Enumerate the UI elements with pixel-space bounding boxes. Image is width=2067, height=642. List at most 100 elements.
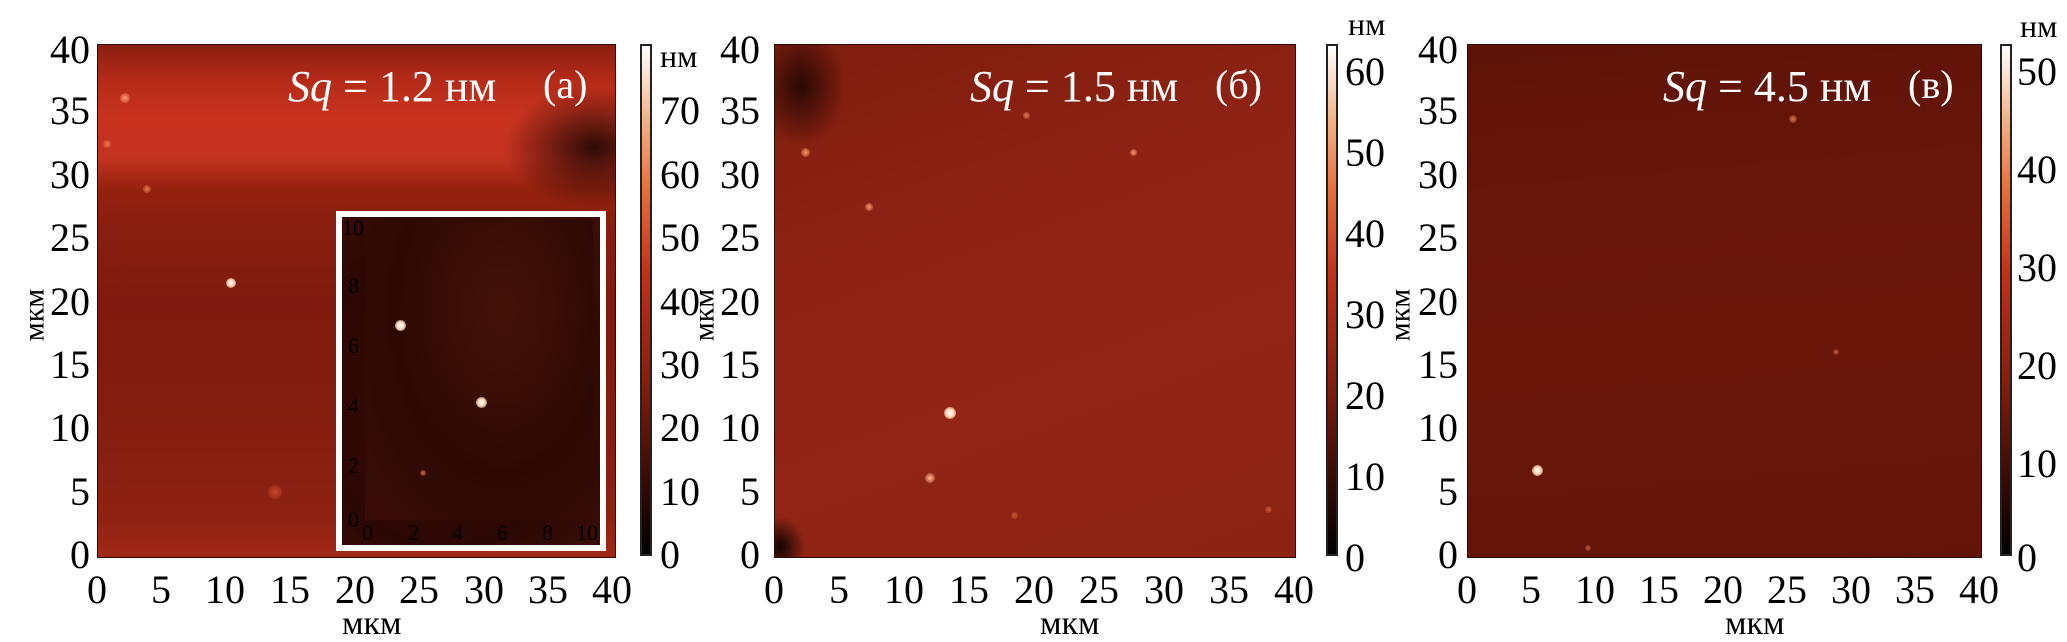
particle [1265, 506, 1272, 513]
colorbar-tick: 60 [1345, 49, 1385, 94]
colorbar [2000, 44, 2012, 556]
x-tick: 15 [270, 567, 310, 612]
colorbar-tick: 0 [1345, 535, 1365, 580]
colorbar-tick: 50 [1345, 130, 1385, 175]
x-tick: 20 [1703, 567, 1743, 612]
x-tick: 5 [151, 567, 171, 612]
afm-map-c: Sq = 4.5 нм (в) [1467, 44, 1982, 558]
x-tick: 30 [464, 567, 504, 612]
inset-x-tick: 4 [452, 520, 463, 545]
y-tick: 40 [1418, 27, 1458, 72]
inset-x-tick: 0 [362, 520, 373, 545]
colorbar-tick: 10 [2017, 441, 2057, 486]
y-tick: 5 [740, 469, 760, 514]
x-tick: 40 [1959, 567, 1999, 612]
y-tick: 30 [1418, 152, 1458, 197]
particle [143, 185, 151, 193]
y-tick: 20 [50, 279, 90, 324]
x-tick: 25 [1079, 567, 1119, 612]
inset-y-tick: 0 [348, 507, 359, 532]
inset-y-tick: 10 [342, 215, 364, 240]
x-axis-label: мкм [342, 605, 402, 642]
y-tick: 15 [720, 342, 760, 387]
colorbar-tick: 40 [660, 279, 700, 324]
colorbar-tick: 40 [2017, 147, 2057, 192]
x-tick: 35 [528, 567, 568, 612]
y-tick: 15 [1418, 342, 1458, 387]
x-tick: 30 [1144, 567, 1184, 612]
y-tick: 10 [720, 405, 760, 450]
particle [103, 140, 111, 148]
afm-map-a: Sq = 1.2 нм (a) 10 8 6 4 2 0 0 2 4 6 8 1… [97, 44, 616, 558]
colorbar-tick: 0 [2017, 535, 2037, 580]
y-tick: 20 [720, 279, 760, 324]
particle [420, 470, 426, 476]
particle [1833, 349, 1839, 355]
x-tick: 35 [1209, 567, 1249, 612]
y-tick: 5 [70, 469, 90, 514]
colorbar-tick: 30 [2017, 245, 2057, 290]
colorbar-tick: 40 [1345, 211, 1385, 256]
x-tick: 20 [335, 567, 375, 612]
colorbar-tick: 30 [660, 342, 700, 387]
roughness-label: Sq = 4.5 нм [1663, 62, 1872, 111]
y-tick: 5 [1438, 469, 1458, 514]
y-tick: 30 [50, 152, 90, 197]
y-axis-label: мкм [17, 288, 51, 342]
panel-c: 40 35 30 25 20 15 10 5 0 мкм Sq = 4.5 нм… [1380, 0, 2067, 641]
x-tick: 40 [1274, 567, 1314, 612]
colorbar [640, 44, 652, 556]
afm-map-b: Sq = 1.5 нм (б) [774, 44, 1296, 558]
x-tick: 25 [1767, 567, 1807, 612]
colorbar-unit: нм [1348, 6, 1386, 42]
y-axis-label: мкм [687, 288, 721, 342]
colorbar-tick: 20 [660, 405, 700, 450]
y-tick: 10 [1418, 405, 1458, 450]
inset-x-tick: 10 [576, 520, 598, 545]
x-axis-label: мкм [1725, 605, 1785, 642]
colorbar-tick: 50 [2017, 49, 2057, 94]
particle [1789, 115, 1797, 123]
y-tick: 15 [50, 342, 90, 387]
y-tick: 10 [50, 405, 90, 450]
x-tick: 35 [1895, 567, 1935, 612]
y-tick: 35 [1418, 88, 1458, 133]
x-tick: 15 [949, 567, 989, 612]
x-tick: 20 [1014, 567, 1054, 612]
inset-y-tick: 8 [348, 273, 359, 298]
colorbar-unit: нм [2020, 8, 2058, 44]
particle [476, 397, 487, 408]
inset-x-tick: 2 [408, 520, 419, 545]
inset-zoom: 10 8 6 4 2 0 0 2 4 6 8 10 [336, 211, 606, 551]
x-tick: 15 [1639, 567, 1679, 612]
y-tick: 25 [720, 215, 760, 260]
y-tick: 25 [50, 215, 90, 260]
y-tick: 35 [720, 88, 760, 133]
particle [1130, 149, 1137, 156]
x-tick: 5 [1521, 567, 1541, 612]
panel-letter: (б) [1215, 62, 1262, 107]
colorbar-tick: 0 [660, 532, 680, 577]
y-tick: 25 [1418, 215, 1458, 260]
particle [1011, 512, 1018, 519]
colorbar [1326, 44, 1338, 556]
panel-letter: (a) [543, 62, 588, 107]
particle [268, 485, 282, 499]
x-tick: 10 [884, 567, 924, 612]
x-tick: 0 [87, 567, 107, 612]
y-tick: 0 [70, 532, 90, 577]
y-tick: 35 [50, 88, 90, 133]
y-tick: 40 [50, 27, 90, 72]
colorbar-tick: 60 [660, 152, 700, 197]
x-tick: 0 [764, 567, 784, 612]
panel-letter: (в) [1908, 62, 1954, 107]
roughness-label: Sq = 1.2 нм [288, 62, 497, 111]
y-tick: 40 [720, 27, 760, 72]
colorbar-tick: 10 [660, 469, 700, 514]
particle [865, 203, 873, 211]
inset-x-tick: 6 [497, 520, 508, 545]
colorbar-tick: 30 [1345, 292, 1385, 337]
inset-x-tick: 8 [542, 520, 553, 545]
x-tick: 5 [829, 567, 849, 612]
x-tick: 10 [1575, 567, 1615, 612]
